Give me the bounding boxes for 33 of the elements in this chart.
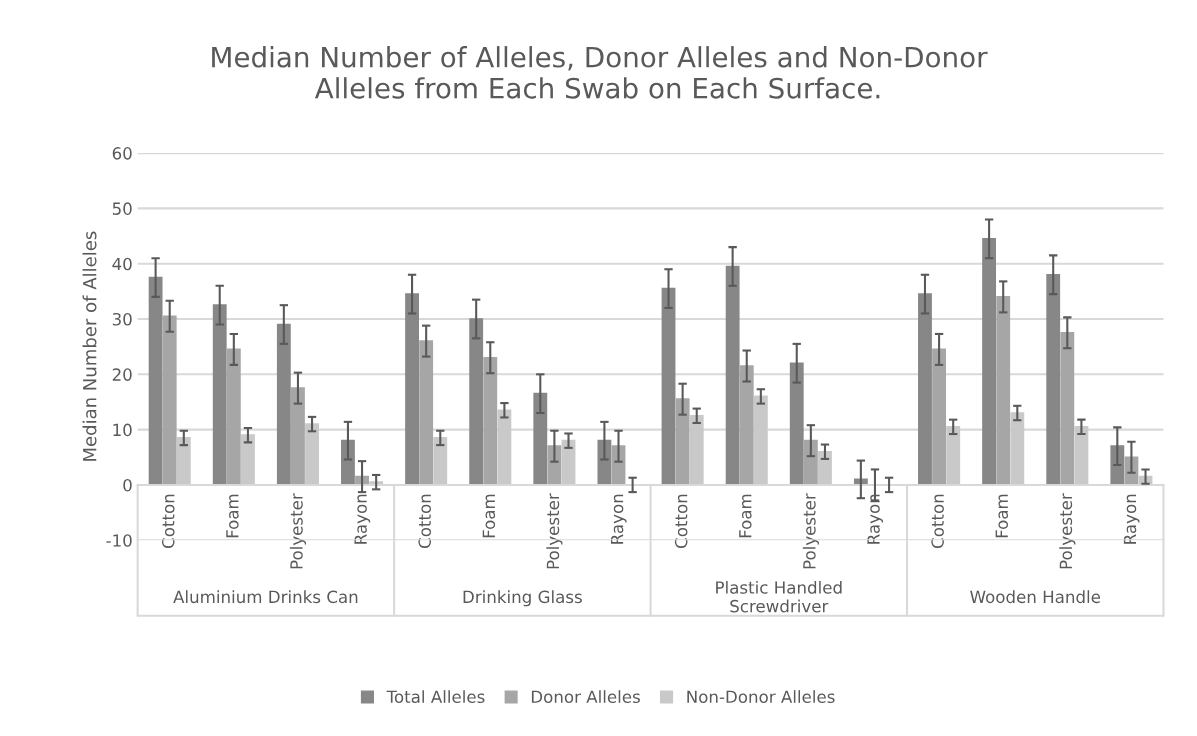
y-tick-label: 0 [123,478,132,492]
x-tick-label: Polyester [1059,493,1076,569]
y-tick-label: 40 [112,257,132,271]
y-tick-label: -10 [106,534,132,547]
x-tick-label: Polyester [289,493,307,569]
x-tick-label: Foam [226,494,239,538]
x-tick-label: Cotton [674,494,688,548]
text: Plastic Handled Screwdriver [716,580,842,613]
text: Wooden Handle [970,590,1101,604]
x-tick-label: Rayon [610,494,627,544]
x-tick-label: Foam [482,494,496,538]
y-axis-title: Median Number of Alleles [82,231,97,461]
x-tick-label: Cotton [161,494,175,548]
x-tick-label: Rayon [1123,494,1140,544]
x-tick-label: Polyester [546,493,563,569]
x-tick-label: Rayon [867,494,884,544]
y-tick-label: 30 [112,312,132,326]
legend-label: Donor Alleles [531,690,640,704]
y-tick-label: 20 [112,368,132,381]
y-tick-label: 50 [112,202,132,215]
x-tick-label: Foam [995,494,1009,538]
legend-label: Total Alleles [386,690,485,704]
chart-title: Median Number of Alleles, Donor Alleles and Non-Donor Alleles from Each Swab on Each Surface. [212,46,988,99]
y-tick-label: 10 [113,423,132,437]
text: Aluminium Drinks Can [173,590,358,604]
x-tick-label: Cotton [418,494,432,548]
legend-label: Non-Donor Alleles [687,690,835,704]
y-tick-label: 60 [112,147,132,160]
x-tick-label: Foam [739,494,752,538]
x-tick-label: Polyester [802,493,819,569]
text: Drinking Glass [463,590,582,607]
x-tick-label: Cotton [931,494,944,548]
x-tick-label: Rayon [354,494,371,544]
